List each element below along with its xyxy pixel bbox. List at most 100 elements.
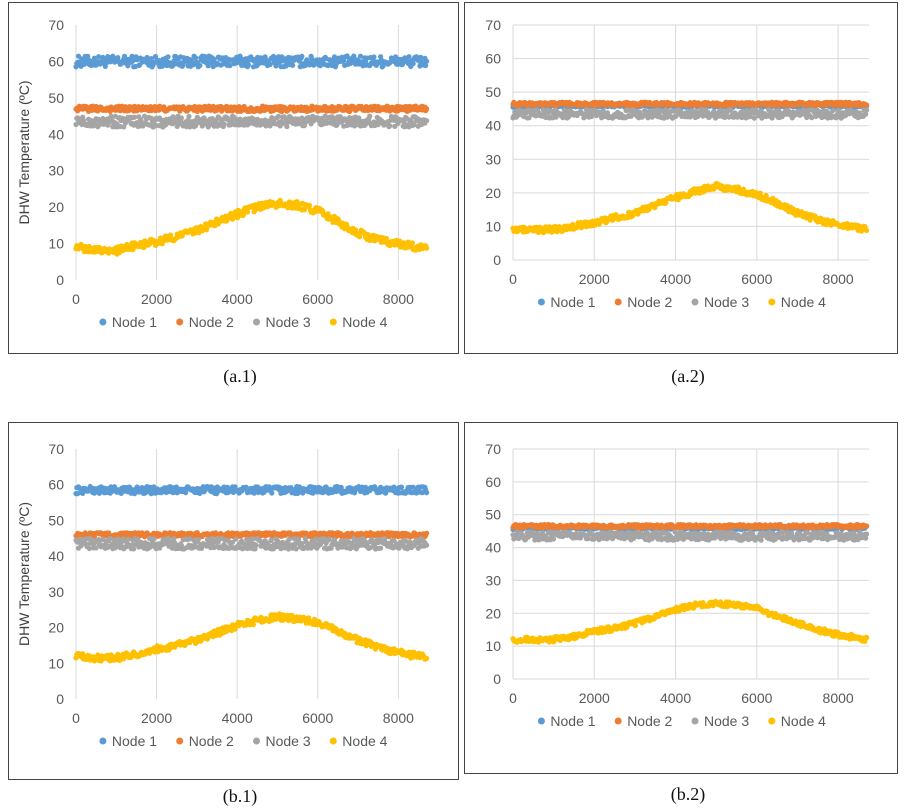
data-point (424, 118, 430, 124)
data-point (424, 106, 430, 112)
data-point (722, 114, 728, 120)
data-point (331, 537, 338, 543)
data-point (864, 227, 870, 234)
legend-marker (329, 318, 337, 326)
legend-label: Node 1 (550, 294, 595, 310)
series-node-4 (510, 180, 870, 236)
data-point (240, 212, 246, 218)
series-node-1 (73, 483, 430, 497)
data-point (424, 542, 430, 548)
y-tick-label: 70 (485, 17, 501, 33)
data-point (410, 484, 416, 490)
data-point (151, 536, 157, 542)
data-point (541, 229, 547, 235)
y-tick-label: 50 (485, 84, 501, 100)
data-point (351, 53, 357, 59)
data-point (96, 54, 102, 60)
data-point (406, 54, 412, 60)
y-tick-label: 60 (485, 51, 501, 67)
series-node-4 (73, 197, 430, 257)
y-tick-label: 40 (485, 118, 501, 134)
data-point (267, 61, 273, 67)
legend-marker (253, 318, 260, 326)
x-tick-label: 2000 (141, 710, 172, 726)
x-tick-label: 4000 (660, 271, 691, 287)
data-point (197, 62, 203, 69)
data-point (418, 54, 424, 61)
data-point (301, 207, 307, 213)
caption-a2: (a.2) (671, 366, 705, 386)
data-point (244, 209, 251, 215)
data-point (269, 490, 275, 496)
data-point (234, 215, 241, 221)
legend-marker (614, 298, 622, 306)
data-point (121, 124, 127, 130)
data-point (341, 58, 347, 64)
data-point (809, 115, 815, 121)
x-tick-label: 8000 (823, 271, 854, 287)
legend-label: Node 3 (266, 314, 311, 330)
data-point (229, 539, 236, 545)
series-node-3 (73, 535, 430, 552)
x-tick-label: 4000 (222, 710, 253, 726)
data-point (864, 107, 870, 113)
data-point (211, 57, 217, 63)
data-point (299, 53, 305, 59)
series-node-3 (73, 113, 430, 130)
y-tick-label: 10 (485, 218, 501, 234)
legend-label: Node 1 (112, 314, 157, 330)
y-axis-label: DHW Temperature (ºC) (16, 502, 32, 646)
data-point (387, 123, 393, 129)
data-point (371, 54, 377, 60)
data-point (649, 114, 655, 120)
data-point (398, 484, 405, 490)
series-node-3 (510, 107, 870, 121)
data-point (326, 536, 332, 542)
data-point (357, 234, 363, 240)
legend-label: Node 2 (189, 314, 234, 330)
legend-marker (99, 318, 107, 326)
legend-label: Node 4 (342, 314, 387, 330)
data-point (233, 536, 239, 542)
y-tick-label: 60 (48, 53, 64, 69)
y-tick-label: 70 (48, 17, 64, 33)
data-point (86, 545, 92, 552)
data-point (604, 110, 611, 116)
y-tick-label: 30 (485, 151, 501, 167)
data-point (290, 62, 296, 68)
data-point (171, 535, 177, 542)
data-point (284, 123, 290, 130)
data-point (380, 63, 386, 69)
data-point (299, 540, 305, 546)
data-point (80, 490, 86, 496)
x-tick-label: 8000 (383, 291, 414, 307)
x-tick-label: 0 (72, 291, 80, 307)
data-point (102, 63, 108, 69)
y-tick-label: 20 (485, 185, 501, 201)
data-point (407, 539, 413, 545)
data-point (424, 245, 430, 251)
data-point (352, 227, 359, 233)
data-point (830, 108, 836, 114)
x-tick-label: 0 (72, 710, 80, 726)
data-point (125, 63, 131, 69)
data-point (132, 114, 138, 120)
data-point (728, 107, 734, 113)
data-point (178, 115, 184, 121)
caption-a1: (a.1) (223, 366, 257, 386)
x-tick-label: 6000 (302, 710, 333, 726)
data-point (424, 490, 430, 496)
y-tick-label: 30 (48, 584, 64, 600)
y-tick-label: 70 (48, 441, 64, 457)
data-point (252, 546, 258, 552)
data-point (111, 484, 118, 490)
y-tick-label: 0 (56, 272, 64, 288)
data-point (107, 535, 113, 541)
data-point (165, 54, 171, 60)
data-point (357, 53, 364, 59)
data-point (131, 546, 137, 552)
data-point (147, 241, 153, 247)
series-node-2 (73, 530, 430, 540)
